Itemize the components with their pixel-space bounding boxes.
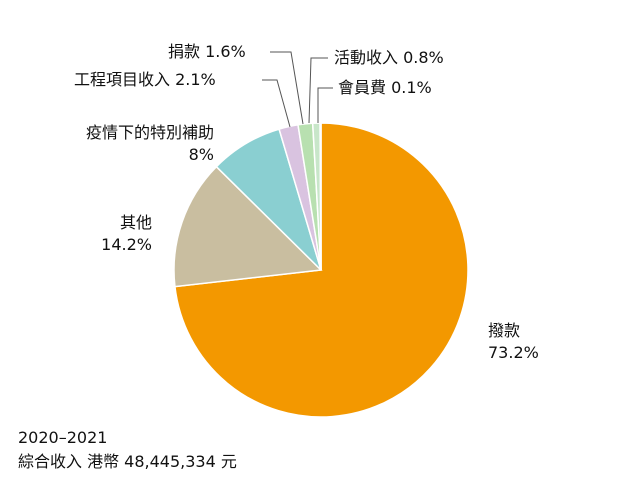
label-engineering: 工程項目收入 2.1% <box>74 69 216 91</box>
slice-label-value: 8% <box>188 145 214 164</box>
slice-label-name: 捐款 <box>168 42 201 61</box>
slice-label-name: 會員費 <box>338 78 387 97</box>
chart-footer: 2020–2021 綜合收入 港幣 48,445,334 元 <box>18 426 237 474</box>
label-donation: 捐款 1.6% <box>168 41 246 63</box>
slice-label-name: 工程項目收入 <box>74 70 171 89</box>
label-membership: 會員費 0.1% <box>338 77 432 99</box>
slice-label-value: 0.8% <box>403 48 444 67</box>
slice-label-value: 73.2% <box>488 343 539 362</box>
label-other: 其他 14.2% <box>60 212 152 256</box>
slice-label-value: 14.2% <box>101 235 152 254</box>
slice-label-name: 其他 <box>119 213 152 232</box>
slice-label-value: 0.1% <box>391 78 432 97</box>
footer-total-income: 綜合收入 港幣 48,445,334 元 <box>18 452 237 471</box>
slice-label-value: 1.6% <box>205 42 246 61</box>
pie-slice-1 <box>173 165 323 288</box>
leader-line-engineering <box>262 79 291 128</box>
slice-label-value: 2.1% <box>175 70 216 89</box>
pie-slice-6 <box>319 122 322 271</box>
label-covid-subsidy: 疫情下的特別補助 8% <box>14 122 214 166</box>
leader-line-activity <box>308 57 328 124</box>
leader-line-membership <box>317 87 333 123</box>
slice-label-name: 疫情下的特別補助 <box>85 123 214 142</box>
label-grant: 撥款 73.2% <box>488 320 539 364</box>
slice-label-name: 活動收入 <box>334 48 399 67</box>
slice-label-name: 撥款 <box>488 321 521 340</box>
leader-line-donation <box>270 51 304 125</box>
footer-year: 2020–2021 <box>18 428 108 447</box>
label-activity: 活動收入 0.8% <box>334 47 444 69</box>
